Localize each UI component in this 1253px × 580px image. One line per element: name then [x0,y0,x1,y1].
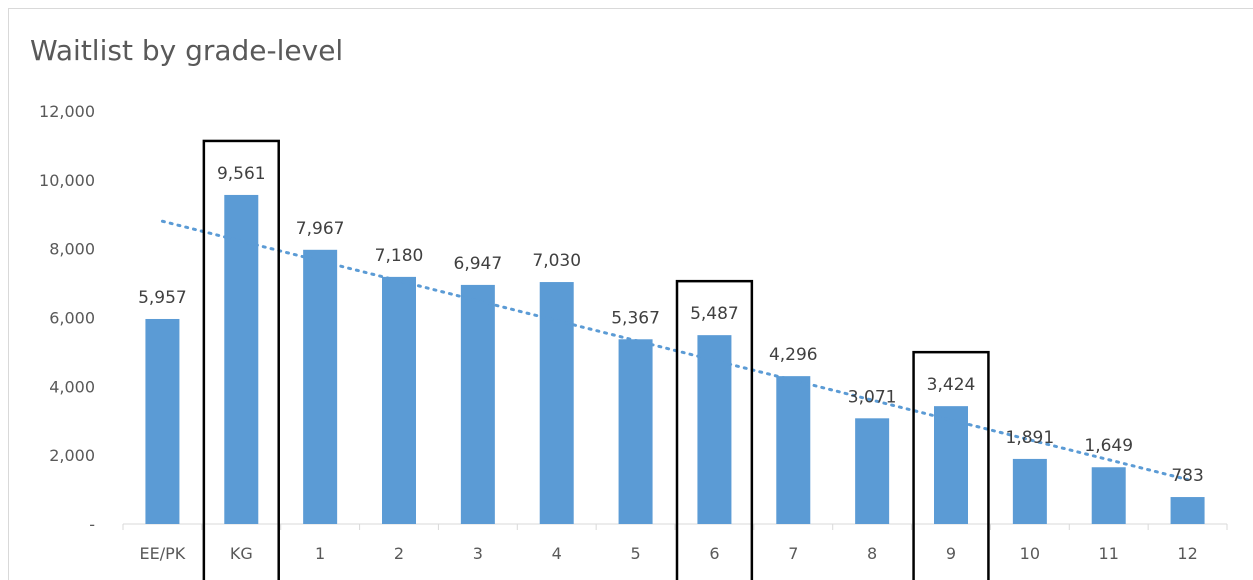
highlight-box [675,279,754,580]
bar [145,318,180,524]
bar [460,284,495,524]
bar [1012,458,1047,524]
x-tick-label: 4 [552,544,562,563]
bar [618,339,653,524]
y-tick-label: 4,000 [49,377,95,396]
data-label: 5,367 [611,308,660,328]
x-tick-label: 9 [946,544,956,563]
data-label: 7,030 [532,251,581,271]
x-tick-label: 8 [867,544,877,563]
data-label: 9,561 [217,164,266,184]
x-tick-label: 6 [709,544,719,563]
x-axis-tick-marks [122,524,1228,530]
y-tick-label: 12,000 [39,102,95,121]
bar [1091,467,1126,524]
x-tick-label: 10 [1020,544,1040,563]
data-label: 3,071 [848,387,897,407]
data-label: 4,296 [769,345,818,365]
y-tick-label: 6,000 [49,309,95,328]
bar [855,418,890,524]
data-label: 783 [1171,466,1203,486]
highlight-box [912,350,990,580]
highlight-boxes [202,139,990,580]
bars [145,194,1205,524]
data-labels: 5,957 9,561 7,967 7,180 6,947 7,030 5,367 5,487… [138,164,1204,486]
x-tick-label: EE/PK [140,544,186,563]
trendline-group [160,219,1190,482]
chart-title: Waitlist by grade-level [30,34,344,67]
bar [776,376,811,524]
data-label: 5,957 [138,288,187,308]
data-label: 5,487 [690,304,739,324]
y-tick-label: 2,000 [49,446,95,465]
x-tick-label: 3 [473,544,483,563]
y-tick-label: - [89,515,95,534]
data-label: 7,967 [296,219,345,239]
highlight-box [202,139,280,580]
data-label: 3,424 [927,375,976,395]
bar [1170,497,1205,524]
x-tick-label: 12 [1177,544,1197,563]
data-label: 7,180 [375,246,424,266]
bar [934,406,968,524]
x-tick-label: 2 [394,544,404,563]
bar [303,249,338,524]
x-tick-label: 1 [315,544,325,563]
chart-frame [8,8,1253,580]
x-axis-labels: EE/PK KG 1 2 3 4 5 6 7 8 9 10 11 12 [140,544,1198,563]
bar [224,194,259,524]
trendline [160,219,1190,482]
y-tick-label: 10,000 [39,171,95,190]
bar [382,276,416,524]
x-tick-label: KG [230,544,253,563]
y-axis-ticks: - 2,000 4,000 6,000 8,000 10,000 12,000 [39,102,95,534]
y-tick-label: 8,000 [49,240,95,259]
x-tick-label: 5 [630,544,640,563]
data-label: 6,947 [454,254,503,274]
bar [697,335,732,524]
data-label: 1,891 [1006,428,1055,448]
data-label: 1,649 [1084,436,1133,456]
x-tick-label: 11 [1099,544,1119,563]
x-tick-label: 7 [788,544,798,563]
